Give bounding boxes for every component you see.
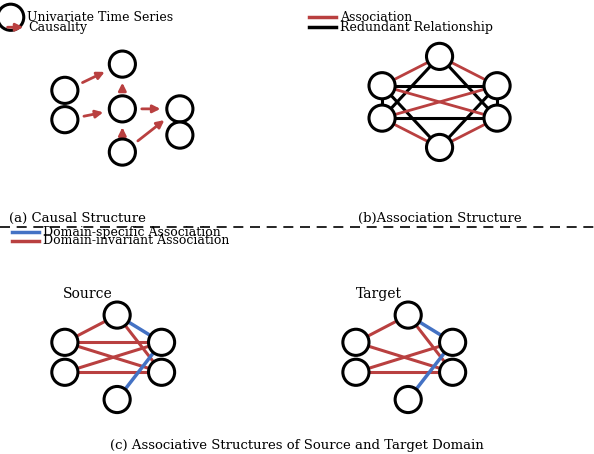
Ellipse shape [104, 302, 130, 328]
Text: Redundant Relationship: Redundant Relationship [340, 21, 493, 34]
Text: Univariate Time Series: Univariate Time Series [27, 11, 173, 24]
Ellipse shape [167, 96, 193, 122]
Ellipse shape [440, 359, 466, 385]
Ellipse shape [484, 105, 510, 131]
Text: Target: Target [355, 287, 402, 301]
Text: (b)Association Structure: (b)Association Structure [358, 212, 522, 225]
Ellipse shape [369, 105, 395, 131]
Ellipse shape [52, 107, 78, 133]
Ellipse shape [395, 302, 421, 328]
Ellipse shape [369, 73, 395, 99]
Ellipse shape [109, 96, 135, 122]
Text: Causality: Causality [29, 21, 88, 34]
Text: (c) Associative Structures of Source and Target Domain: (c) Associative Structures of Source and… [110, 439, 484, 452]
Ellipse shape [104, 386, 130, 413]
Ellipse shape [343, 329, 369, 355]
Ellipse shape [148, 359, 175, 385]
Ellipse shape [109, 139, 135, 165]
Text: Association: Association [340, 11, 412, 24]
Ellipse shape [0, 4, 24, 30]
Ellipse shape [440, 329, 466, 355]
Ellipse shape [395, 386, 421, 413]
Ellipse shape [426, 43, 453, 69]
Ellipse shape [109, 51, 135, 77]
Ellipse shape [167, 122, 193, 148]
Ellipse shape [484, 73, 510, 99]
Text: Domain-specific Association: Domain-specific Association [43, 226, 221, 239]
Ellipse shape [52, 359, 78, 385]
Text: Domain-invariant Association: Domain-invariant Association [43, 234, 230, 247]
Text: Source: Source [62, 287, 112, 301]
Ellipse shape [52, 77, 78, 104]
Text: (a) Causal Structure: (a) Causal Structure [9, 212, 146, 225]
Ellipse shape [426, 134, 453, 161]
Ellipse shape [148, 329, 175, 355]
Ellipse shape [52, 329, 78, 355]
Ellipse shape [343, 359, 369, 385]
